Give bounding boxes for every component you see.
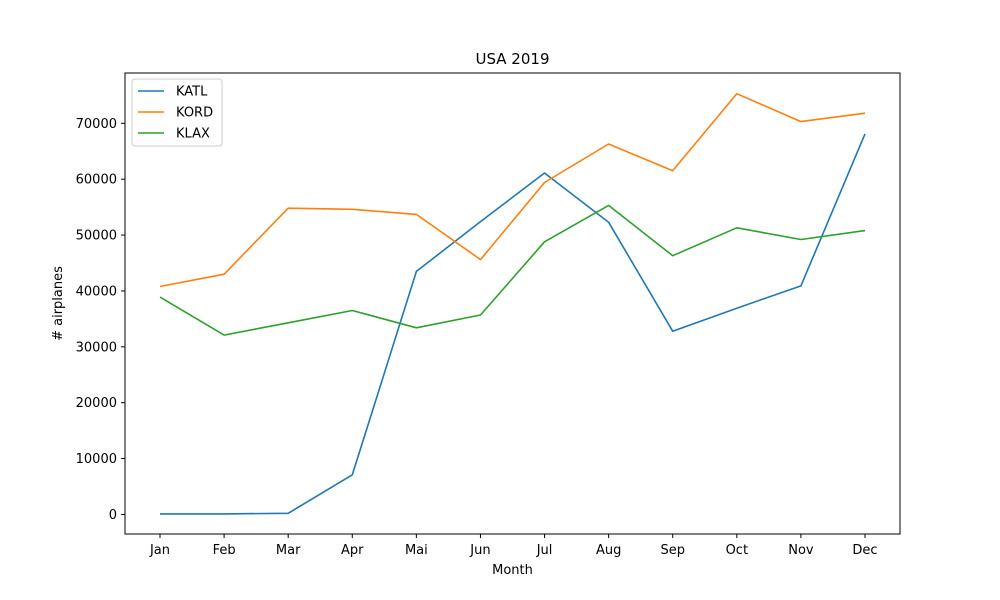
y-tick-label: 40000 [76, 284, 117, 299]
legend-box [131, 78, 223, 147]
x-tick-label: Mar [276, 543, 301, 558]
y-axis-label: # airplanes [51, 266, 66, 341]
x-axis-label: Month [492, 563, 533, 578]
legend-label: KLAX [176, 127, 210, 142]
x-tick-label: Feb [213, 543, 236, 558]
y-tick-label: 50000 [76, 229, 117, 244]
plot-frame [124, 72, 901, 535]
y-tick-label: 30000 [76, 340, 117, 355]
x-tick-label: Dec [852, 543, 877, 558]
x-axis-ticks: Jan Feb Mar Apr Mai Jun Jul Aug Sep Oct Nov Dec [149, 534, 878, 558]
y-tick-label: 70000 [76, 117, 117, 132]
y-tick-label: 20000 [76, 396, 117, 411]
y-tick-label: 10000 [76, 452, 117, 467]
x-tick-label: Mai [405, 543, 428, 558]
legend-label: KORD [176, 106, 213, 121]
series-line-kord [159, 92, 866, 288]
series-line-klax [159, 204, 866, 336]
y-axis-ticks: 0 10000 20000 30000 40000 50000 60000 70000 [76, 117, 125, 523]
x-tick-label: Jan [149, 543, 170, 558]
legend-label: KATL [176, 85, 208, 100]
x-tick-label: Jun [469, 543, 490, 558]
x-tick-label: Sep [660, 543, 685, 558]
series-layer [159, 92, 866, 515]
y-tick-label: 60000 [76, 173, 117, 188]
x-tick-label: Nov [788, 543, 814, 558]
x-tick-label: Oct [726, 543, 748, 558]
y-tick-label: 0 [109, 508, 117, 523]
series-line-katl [160, 133, 866, 515]
x-tick-label: Aug [596, 543, 621, 558]
legend: KATL KORD KLAX [131, 78, 223, 147]
chart-title: USA 2019 [476, 50, 550, 68]
x-tick-label: Apr [341, 543, 364, 558]
x-tick-label: Jul [536, 543, 553, 558]
